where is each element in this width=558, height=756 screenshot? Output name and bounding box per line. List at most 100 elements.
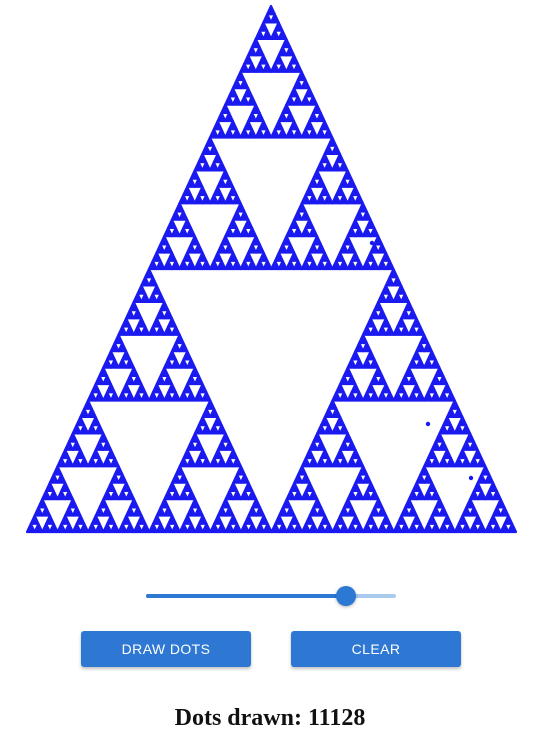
dot-cluster [415,489,426,501]
dot-cluster [323,456,334,468]
dot-cluster [319,251,330,262]
dot-cluster [205,399,216,410]
dot-cluster [102,358,112,369]
dot-cluster [434,498,445,509]
dot-cluster [182,350,193,361]
stray-dot [369,240,375,246]
dot-cluster [369,325,380,336]
dot-cluster [346,243,357,254]
dot-cluster [167,317,177,328]
dot-cluster [216,193,227,205]
dot-cluster [193,259,204,271]
dot-cluster [319,415,330,427]
dot-cluster [71,522,82,534]
dot-cluster [331,424,342,435]
dot-cluster [41,506,52,517]
dot-cluster [277,243,288,254]
dot-cluster [407,506,418,517]
dot-cluster [281,103,292,114]
dot-cluster [216,243,227,254]
dot-cluster [415,358,426,369]
dot-cluster [132,522,143,534]
dot-cluster [469,522,479,534]
dot-cluster [136,514,147,525]
dot-cluster [377,259,387,271]
dot-cluster [212,119,223,131]
dot-cluster [316,506,327,517]
dot-cluster [377,391,388,402]
dot-cluster [193,456,204,468]
dot-cluster [109,489,120,501]
dot-cluster [128,300,139,312]
dot-cluster [320,514,330,525]
dot-cluster [186,358,197,369]
clear-button[interactable]: CLEAR [291,631,461,667]
dot-cluster [186,456,197,468]
dot-cluster [178,358,189,369]
dot-cluster [216,440,227,451]
dot-cluster [304,119,315,131]
dot-cluster [292,62,303,73]
dot-cluster [457,514,468,525]
dot-cluster [212,415,223,427]
dot-cluster [128,366,139,377]
dot-cluster [308,111,319,123]
dot-cluster [300,259,311,271]
dot-cluster [163,374,174,386]
dot-cluster [361,226,372,238]
dot-cluster [129,498,139,509]
dot-cluster [293,489,304,501]
dot-cluster [339,374,349,386]
dot-cluster [239,62,250,73]
dot-cluster [308,440,319,451]
dot-cluster [331,193,342,205]
dot-cluster [197,382,208,394]
slider-thumb[interactable] [336,586,356,606]
dot-cluster [270,522,281,534]
dot-cluster [308,489,319,501]
dot-cluster [171,489,181,501]
dot-cluster [247,506,258,517]
dot-cluster [186,259,196,271]
dot-cluster [339,391,349,402]
dot-cluster [381,514,392,525]
dot-cluster [377,243,387,254]
dot-cluster [121,317,132,328]
dot-cluster [365,481,376,493]
dot-cluster [350,448,361,460]
dot-cluster [174,202,185,213]
dot-cluster [239,95,250,106]
dot-cluster [102,522,113,534]
dot-cluster [79,407,90,419]
dot-cluster [350,514,361,525]
speed-slider[interactable] [146,584,396,608]
dot-cluster [239,522,250,534]
dot-cluster [197,185,208,197]
dot-cluster [163,259,174,271]
dot-cluster [86,391,97,402]
dot-cluster [499,522,510,534]
dot-cluster [384,292,395,303]
counter-label: Dots drawn: [174,705,302,731]
dot-cluster [227,87,238,98]
dot-cluster [170,325,181,336]
dot-cluster [98,366,109,377]
dot-cluster [212,251,223,262]
draw-dots-button[interactable]: DRAW DOTS [81,631,251,667]
dot-cluster [292,128,303,139]
dot-cluster [224,522,235,534]
dot-cluster [396,382,407,394]
dot-cluster [331,407,342,419]
dot-cluster [178,522,189,534]
dot-cluster [312,498,323,509]
dot-cluster [209,259,219,271]
dot-cluster [331,144,342,156]
dot-cluster [346,177,357,188]
dot-cluster [304,87,315,98]
dot-cluster [384,391,395,402]
dot-cluster [468,456,479,468]
dot-cluster [438,456,449,468]
dot-cluster [182,514,193,525]
dot-cluster [64,456,74,468]
